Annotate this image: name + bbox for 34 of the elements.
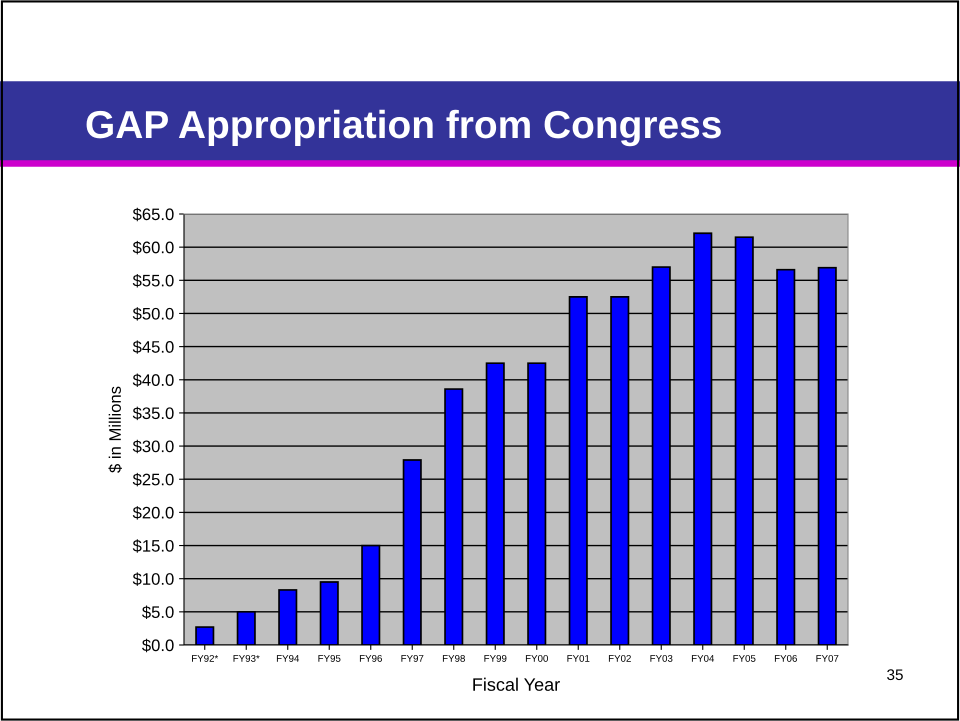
y-tick-label: $65.0 [132, 208, 174, 222]
y-tick-label: $5.0 [142, 606, 174, 620]
x-tick-label: FY06 [774, 654, 797, 662]
text: 35 [887, 669, 903, 680]
chart-title: GAP Appropriation from Congress [86, 110, 721, 146]
x-tick-label: FY99 [484, 654, 506, 662]
y-tick-label: $35.0 [132, 406, 174, 420]
x-axis-title: Fiscal Year [473, 678, 560, 691]
x-tick-label: FY96 [360, 654, 382, 662]
x-tick-label: FY01 [567, 654, 590, 662]
y-tick-label: $15.0 [132, 539, 174, 553]
x-tick-label: FY94 [276, 654, 300, 662]
x-tick-label: FY92* [192, 654, 218, 662]
x-tick-label: FY03 [650, 654, 672, 662]
x-tick-label: FY04 [692, 654, 714, 662]
y-tick-label: $45.0 [132, 340, 174, 354]
x-tick-label: FY05 [733, 654, 756, 662]
x-tick-label: FY00 [526, 654, 548, 662]
y-tick-label: $60.0 [132, 240, 174, 254]
y-tick-label: $40.0 [132, 373, 174, 387]
y-tick-label: $25.0 [132, 472, 174, 486]
y-tick-label: $10.0 [132, 572, 174, 586]
x-tick-label: FY02 [608, 654, 631, 662]
y-tick-label: $55.0 [132, 274, 174, 288]
x-tick-label: FY07 [816, 654, 838, 662]
x-tick-label: FY93* [234, 654, 260, 662]
y-tick-label: $0.0 [142, 638, 174, 652]
x-tick-label: FY98 [442, 654, 465, 662]
x-tick-label: FY95 [318, 654, 340, 662]
y-tick-label: $20.0 [132, 506, 174, 520]
y-axis-title: $ in Millions [108, 386, 122, 473]
y-tick-label: $30.0 [132, 440, 174, 454]
y-tick-label: $50.0 [132, 307, 174, 321]
x-tick-label: FY97 [401, 654, 424, 662]
